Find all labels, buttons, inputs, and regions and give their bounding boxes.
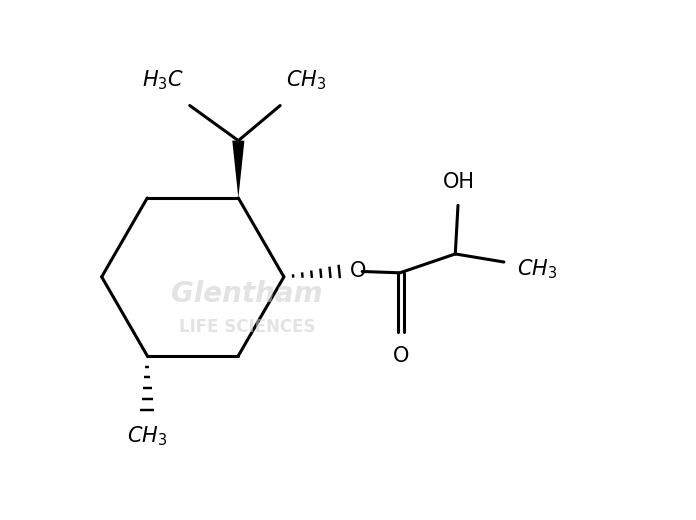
Text: $H_3C$: $H_3C$ [142,69,184,92]
Text: $CH_3$: $CH_3$ [517,257,557,281]
Text: OH: OH [443,172,475,192]
Polygon shape [232,140,244,198]
Text: LIFE SCIENCES: LIFE SCIENCES [179,318,315,336]
Text: O: O [350,262,366,281]
Text: Glentham: Glentham [171,280,322,308]
Text: $CH_3$: $CH_3$ [127,425,167,448]
Text: O: O [393,346,409,366]
Text: $CH_3$: $CH_3$ [285,69,326,92]
